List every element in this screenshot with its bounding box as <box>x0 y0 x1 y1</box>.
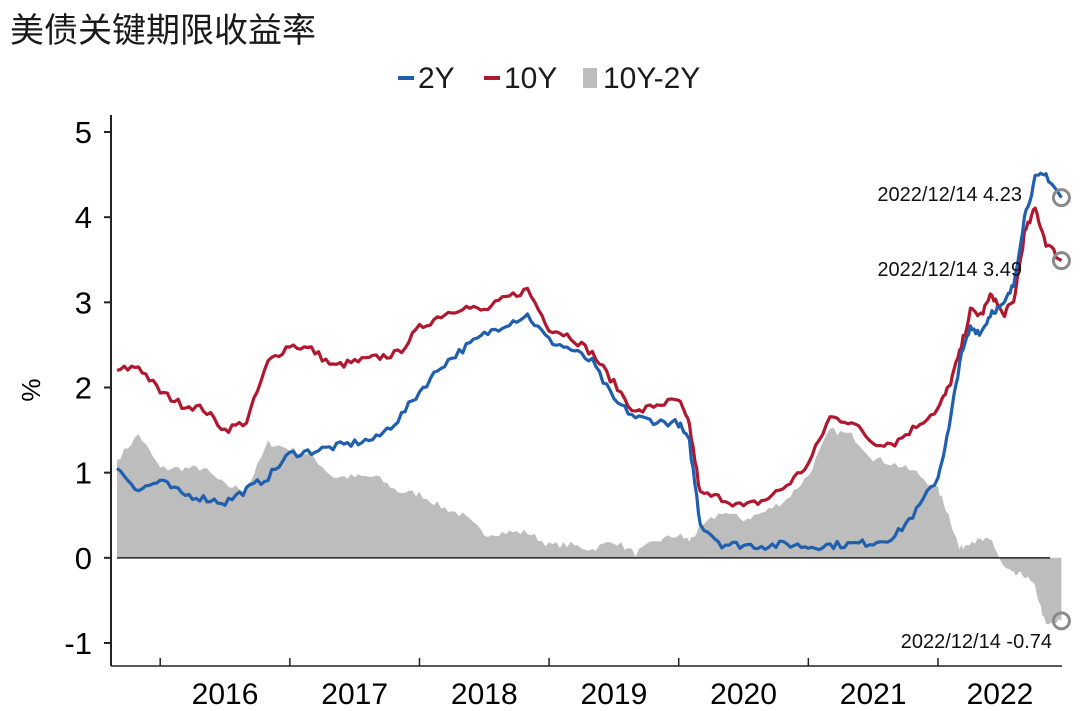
y-tick-label: 0 <box>75 541 92 576</box>
x-tick-label: 2018 <box>451 678 518 711</box>
legend: 2Y 10Y 10Y-2Y <box>398 62 700 95</box>
axes: 5 4 3 2 1 0 -1 2016 2017 2018 2019 2020 2021 2022 <box>64 115 1062 711</box>
annotation-marker <box>1051 251 1071 271</box>
annotation-label: 2022/12/14 4.23 <box>877 184 1022 206</box>
annotation-label: 2022/12/14 -0.74 <box>901 631 1052 653</box>
y-tick-label: 3 <box>75 285 92 320</box>
series-10y-2y-area <box>117 427 1062 625</box>
y-tick-label: 5 <box>75 115 92 150</box>
y-tick-label: 2 <box>75 371 92 406</box>
legend-label: 2Y <box>418 62 455 95</box>
yield-lines-layer <box>116 171 1063 552</box>
x-tick-label: 2020 <box>710 678 777 711</box>
annotation-label: 2022/12/14 3.49 <box>877 259 1022 281</box>
series-10y-line <box>116 206 1063 508</box>
legend-swatch <box>583 68 597 88</box>
y-axis-label: % <box>16 378 46 401</box>
legend-label: 10Y-2Y <box>603 62 700 95</box>
y-tick-label: 4 <box>75 200 92 235</box>
y-tick-label: -1 <box>64 626 92 661</box>
x-tick-label: 2022 <box>967 678 1034 711</box>
chart-title: 美债关键期限收益率 <box>10 11 316 51</box>
annotation-marker <box>1051 188 1071 208</box>
x-tick-label: 2016 <box>192 678 259 711</box>
annotations: 2022/12/14 4.23 2022/12/14 3.49 2022/12/14… <box>877 184 1071 653</box>
annotation-marker <box>1051 611 1071 631</box>
legend-label: 10Y <box>504 62 557 95</box>
spread-area-layer <box>117 427 1062 625</box>
x-tick-label: 2019 <box>581 678 648 711</box>
x-tick-label: 2021 <box>840 678 907 711</box>
x-tick-label: 2017 <box>321 678 388 711</box>
y-tick-label: 1 <box>75 456 92 491</box>
series-2y-line <box>116 171 1063 552</box>
